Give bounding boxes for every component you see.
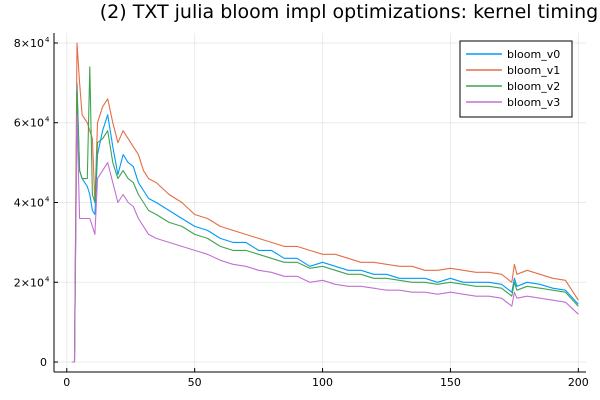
x-tick-label: 200 (568, 376, 589, 389)
legend-label: bloom_v0 (507, 48, 560, 61)
series-line-bloom-v2 (71, 66, 579, 363)
x-tick-label: 100 (312, 376, 333, 389)
y-tick-label: 8×10 (14, 37, 44, 50)
x-tick-label: 50 (188, 376, 202, 389)
y-tick-exponent: 4 (45, 196, 50, 204)
y-tick-label: 4×10 (14, 197, 44, 210)
x-tick-label: 0 (63, 376, 70, 389)
y-tick-label: 2×10 (14, 276, 44, 289)
legend-box (459, 40, 573, 118)
legend-label: bloom_v3 (507, 96, 560, 109)
chart-title: (2) TXT julia bloom impl optimizations: … (100, 1, 598, 23)
y-tick-exponent: 4 (45, 275, 50, 283)
y-tick-label: 6×10 (14, 117, 44, 130)
y-tick-label: 0 (40, 356, 47, 369)
series-line-bloom-v1 (71, 42, 579, 363)
legend-label: bloom_v2 (507, 80, 560, 93)
y-tick-exponent: 4 (45, 36, 50, 44)
legend: bloom_v0 bloom_v1 bloom_v2 bloom_v3 (459, 40, 573, 118)
series-line-bloom-v0 (71, 82, 579, 363)
y-tick-exponent: 4 (45, 116, 50, 124)
series-line-bloom-v3 (71, 114, 579, 363)
x-tick-label: 150 (440, 376, 461, 389)
series-lines (71, 42, 579, 363)
legend-label: bloom_v1 (507, 64, 560, 77)
